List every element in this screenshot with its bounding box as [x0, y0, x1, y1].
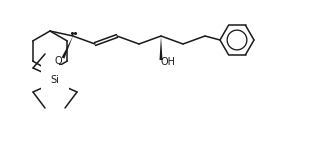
Text: O: O: [54, 56, 62, 66]
Text: OH: OH: [161, 57, 176, 67]
Text: Si: Si: [51, 75, 60, 85]
Polygon shape: [160, 36, 163, 60]
Polygon shape: [61, 36, 73, 59]
